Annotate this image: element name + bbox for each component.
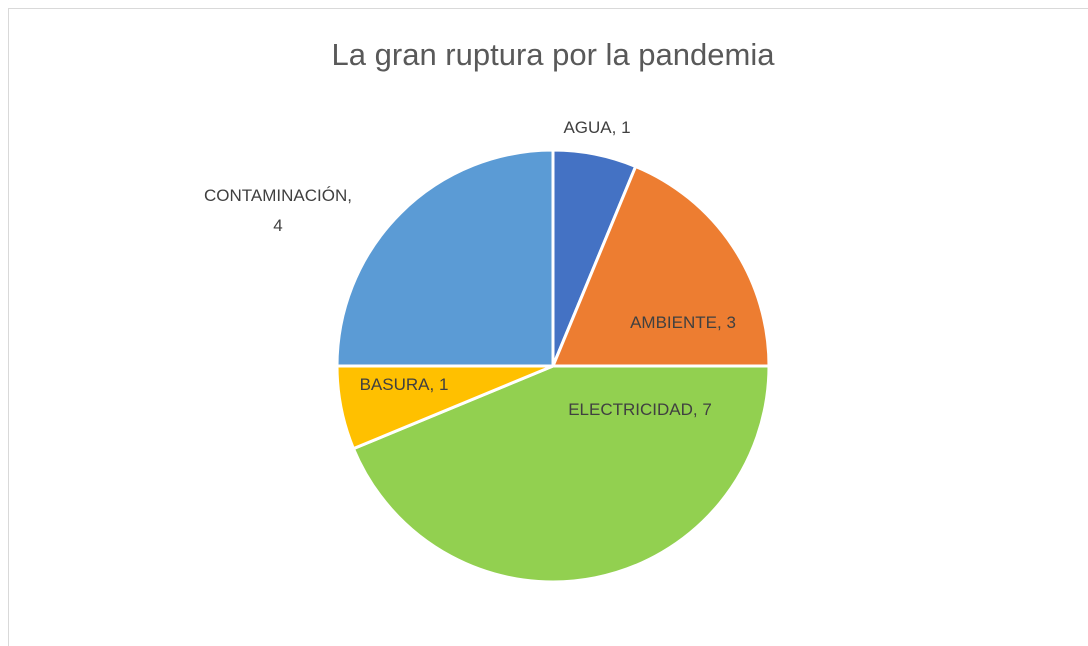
chart-title: La gran ruptura por la pandemia: [332, 37, 776, 72]
pie-slice: [550, 164, 771, 368]
data-label: AGUA, 1: [563, 118, 631, 137]
pie-slice: [351, 364, 771, 584]
pie-slice: [335, 148, 555, 368]
data-label: CONTAMINACIÓN, 4: [204, 186, 352, 235]
data-label: ELECTRICIDAD, 7: [568, 400, 712, 419]
data-label: BASURA, 1: [359, 375, 449, 394]
chart-frame: [8, 8, 1088, 646]
data-label: AMBIENTE, 3: [630, 313, 736, 332]
